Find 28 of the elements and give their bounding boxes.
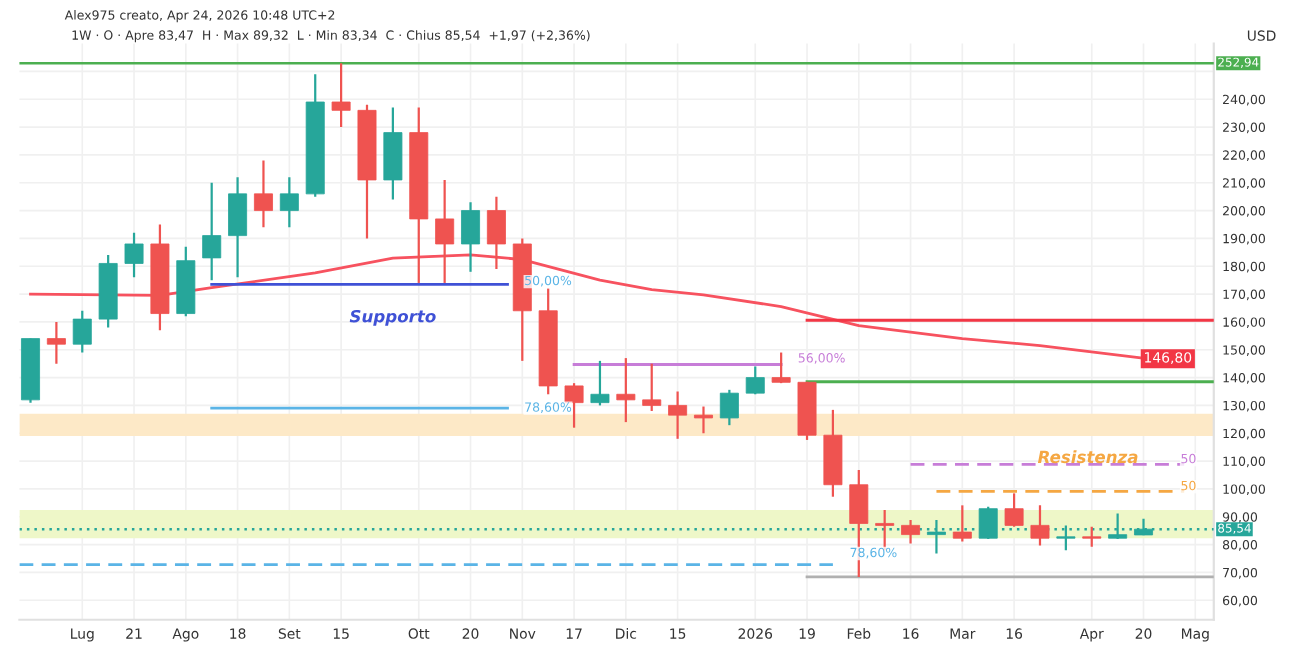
candlestick (668, 390, 688, 440)
candlestick (771, 351, 791, 385)
candlestick (253, 159, 273, 229)
candlestick (383, 106, 403, 201)
candlestick (978, 505, 998, 541)
candlestick (124, 231, 144, 279)
candlestick (331, 62, 351, 129)
candlestick (72, 309, 92, 354)
candlestick (901, 518, 921, 545)
candlestick (694, 405, 713, 435)
candlestick (590, 359, 610, 407)
annotation: Supporto (349, 309, 436, 326)
annotation: Resistenza (1037, 450, 1138, 464)
candlestick (486, 195, 506, 271)
candlestick (435, 178, 455, 285)
candlestick (642, 362, 662, 413)
candlestick (1030, 504, 1050, 547)
candlestick (952, 504, 972, 543)
candlestick (1082, 525, 1102, 548)
candlestick (461, 201, 481, 273)
candlestick (1004, 492, 1024, 528)
candlestick (279, 176, 299, 229)
candlestick (745, 365, 765, 396)
candlestick (202, 181, 222, 282)
candlestick (228, 176, 248, 279)
candlestick (46, 320, 66, 365)
candlestick (616, 356, 636, 424)
candlestick (719, 388, 739, 427)
